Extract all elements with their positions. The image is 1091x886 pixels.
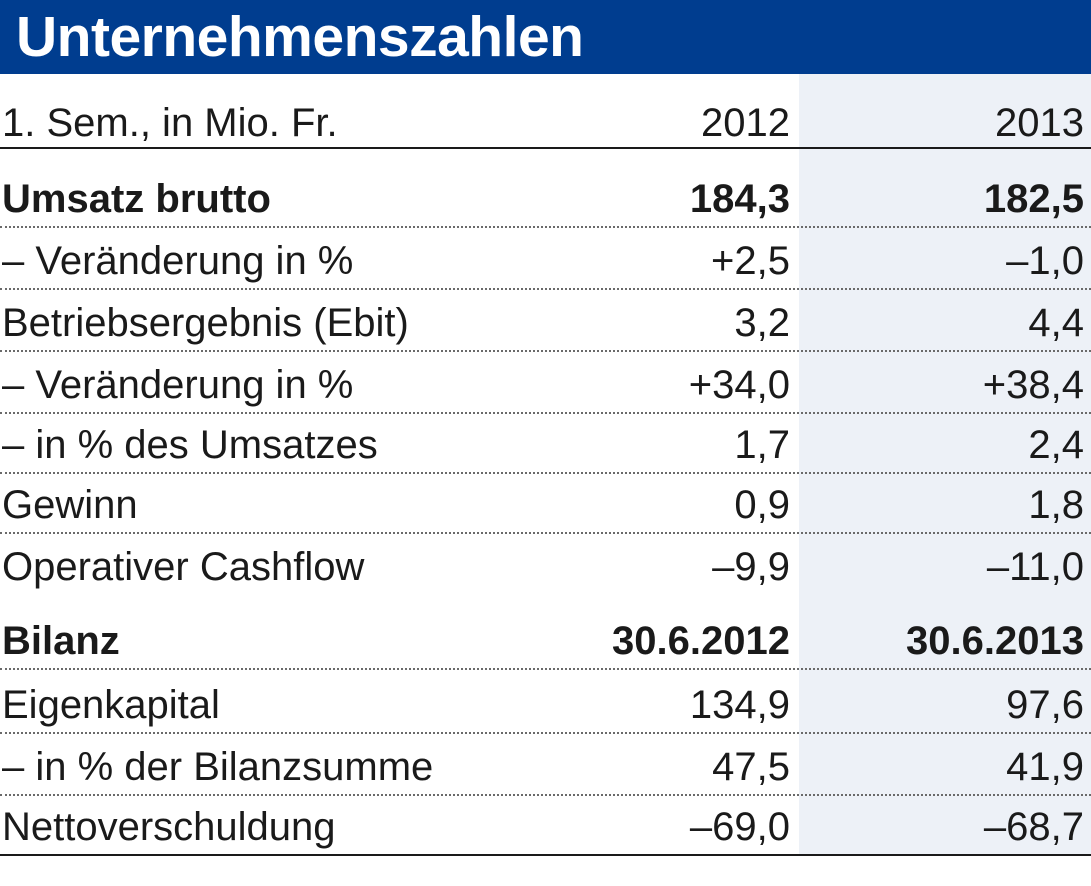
table-title: Unternehmenszahlen [16, 5, 584, 69]
value-2012: 0,9 [734, 483, 790, 527]
row-separator [0, 668, 1091, 670]
row-label: Nettoverschuldung [2, 805, 336, 849]
row-separator [0, 532, 1091, 534]
table-row: – in % des Umsatzes 1,7 2,4 [0, 414, 1091, 474]
value-2013: 30.6.2013 [906, 619, 1084, 663]
row-label: Gewinn [2, 483, 138, 527]
column-2013-shading [799, 74, 1091, 856]
row-label: Umsatz brutto [2, 177, 271, 221]
row-label: Operativer Cashflow [2, 545, 365, 589]
value-2012: 30.6.2012 [612, 619, 790, 663]
header-label: 1. Sem., in Mio. Fr. [2, 101, 338, 145]
value-2012: 184,3 [689, 177, 790, 221]
row-separator [0, 226, 1091, 228]
header-rule [0, 147, 1091, 149]
value-2013: +38,4 [982, 363, 1084, 407]
header-row: 1. Sem., in Mio. Fr. 2012 2013 [0, 92, 1091, 152]
row-separator [0, 472, 1091, 474]
value-2012: +2,5 [711, 239, 790, 283]
value-2012: 47,5 [712, 745, 790, 789]
row-separator [0, 288, 1091, 290]
table-row: Umsatz brutto 184,3 182,5 [0, 168, 1091, 228]
value-2012: –9,9 [712, 545, 790, 589]
value-2013: 2,4 [1028, 423, 1084, 467]
row-separator [0, 350, 1091, 352]
table-row: Gewinn 0,9 1,8 [0, 474, 1091, 534]
header-2012: 2012 [701, 101, 790, 145]
row-separator [0, 732, 1091, 734]
value-2013: –11,0 [986, 545, 1084, 589]
value-2013: 97,6 [1006, 683, 1084, 727]
value-2013: 1,8 [1028, 483, 1084, 527]
row-label: Betriebsergebnis (Ebit) [2, 301, 409, 345]
row-label: Bilanz [2, 619, 120, 663]
table-row: – in % der Bilanzsumme 47,5 41,9 [0, 736, 1091, 796]
row-separator [0, 794, 1091, 796]
value-2012: 134,9 [689, 683, 790, 727]
row-separator [0, 412, 1091, 414]
table-row: Betriebsergebnis (Ebit) 3,2 4,4 [0, 292, 1091, 352]
table-row: Nettoverschuldung –69,0 –68,7 [0, 796, 1091, 856]
value-2013: 182,5 [983, 177, 1084, 221]
row-label: – Veränderung in % [2, 363, 354, 407]
row-label: – Veränderung in % [2, 239, 354, 283]
value-2013: –1,0 [1006, 239, 1084, 283]
value-2012: –69,0 [689, 805, 790, 849]
table-row: Operativer Cashflow –9,9 –11,0 [0, 536, 1091, 596]
row-label: – in % der Bilanzsumme [2, 745, 434, 789]
value-2013: 4,4 [1028, 301, 1084, 345]
value-2012: 3,2 [734, 301, 790, 345]
bottom-rule [0, 854, 1091, 856]
value-2012: 1,7 [734, 423, 790, 467]
value-2012: +34,0 [688, 363, 790, 407]
table-row: Eigenkapital 134,9 97,6 [0, 674, 1091, 734]
row-label: Eigenkapital [2, 683, 220, 727]
row-label: – in % des Umsatzes [2, 423, 378, 467]
table-row: – Veränderung in % +2,5 –1,0 [0, 230, 1091, 290]
value-2013: –68,7 [983, 805, 1084, 849]
table-row: – Veränderung in % +34,0 +38,4 [0, 354, 1091, 414]
table-row: Bilanz 30.6.2012 30.6.2013 [0, 610, 1091, 670]
value-2013: 41,9 [1006, 745, 1084, 789]
header-2013: 2013 [995, 101, 1084, 145]
title-bar: Unternehmenszahlen [0, 0, 1091, 74]
